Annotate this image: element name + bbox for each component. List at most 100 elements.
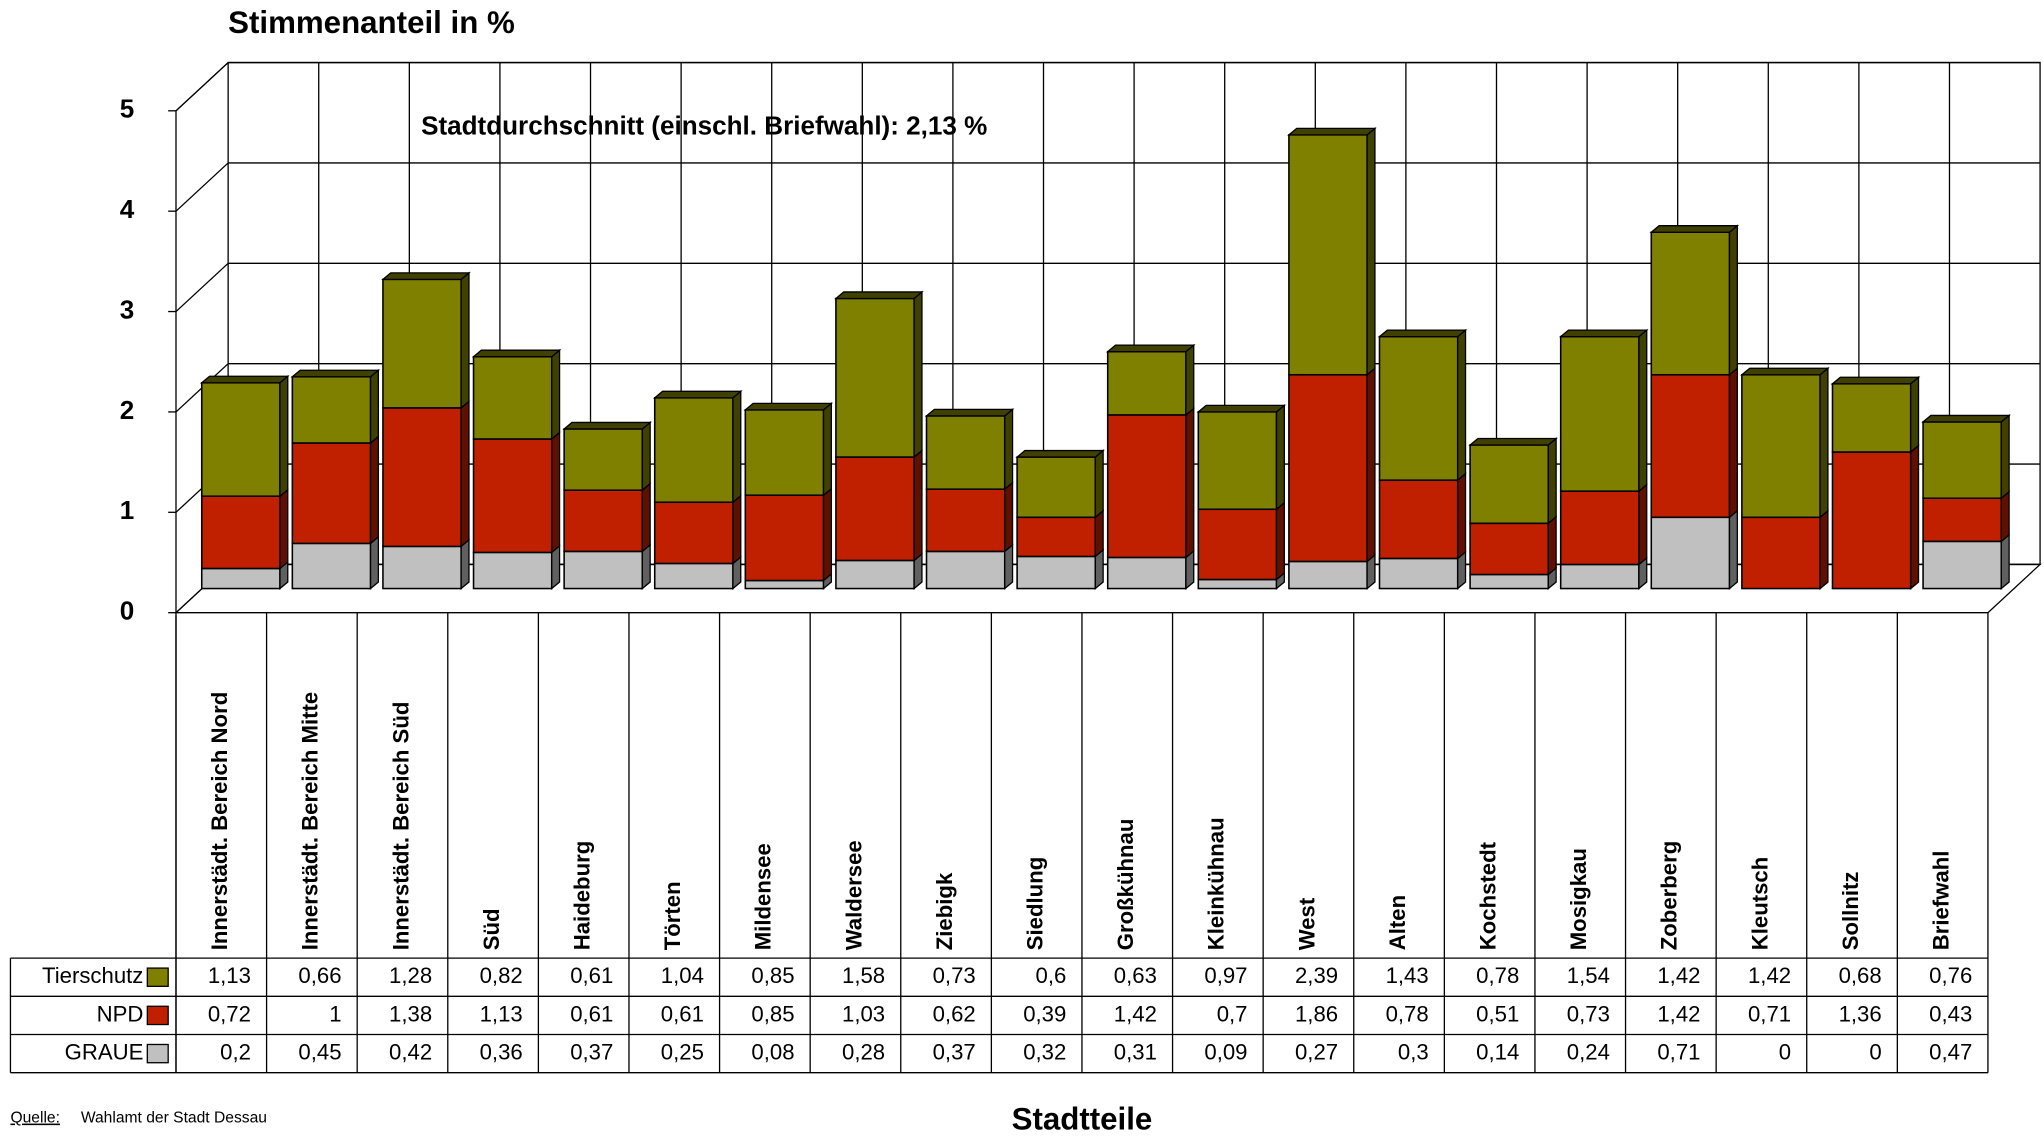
table-value: 1,38 xyxy=(389,1001,432,1026)
bar-segment xyxy=(1288,134,1368,376)
bar-top xyxy=(652,390,743,399)
category-label: Mildensee xyxy=(751,843,776,950)
bar-segment xyxy=(382,407,462,548)
bar-side xyxy=(1728,366,1738,519)
bar-segment xyxy=(1378,335,1459,481)
category-label: Törten xyxy=(660,881,685,950)
bar-side xyxy=(1185,406,1195,559)
table-value: 0,43 xyxy=(1929,1001,1972,1026)
table-value: 0,85 xyxy=(751,963,794,988)
bar-side xyxy=(641,543,651,590)
bar-segment xyxy=(472,551,553,590)
table-value: 1 xyxy=(329,1001,341,1026)
bar-side xyxy=(369,368,380,445)
bar-side xyxy=(2000,533,2010,590)
table-value: 1,86 xyxy=(1295,1001,1338,1026)
bar-segment xyxy=(472,355,553,440)
bar-segment xyxy=(563,489,644,553)
bar-side xyxy=(369,535,380,590)
bar-side xyxy=(1185,343,1195,417)
bar-top xyxy=(562,421,652,430)
bar-top xyxy=(1740,367,1830,376)
bar-segment xyxy=(1650,516,1731,590)
bar-side xyxy=(279,374,289,498)
bar-segment xyxy=(382,545,462,590)
category-label: Siedlung xyxy=(1023,857,1048,951)
bar-side xyxy=(369,435,380,545)
category-label: Briefwahl xyxy=(1928,851,1953,951)
category-label: Waldersee xyxy=(841,840,866,950)
bar-segment xyxy=(1922,540,2003,590)
bar-segment xyxy=(925,415,1006,490)
table-value: 0,71 xyxy=(1748,1001,1791,1026)
bar-side xyxy=(1457,472,1467,560)
table-value: 0,61 xyxy=(661,1001,704,1026)
bar-segment xyxy=(1106,414,1187,559)
bar-segment xyxy=(744,579,825,590)
bar-side xyxy=(732,494,742,565)
category-label: Alten xyxy=(1385,895,1410,950)
source-label: Quelle: xyxy=(10,1110,60,1127)
bar-top xyxy=(924,408,1015,417)
annotation: Stadtdurchschnitt (einschl. Briefwahl): … xyxy=(421,111,987,141)
table-value: 0,27 xyxy=(1295,1039,1338,1064)
bar-segment xyxy=(1469,573,1550,590)
bar-top xyxy=(199,375,290,384)
bar-top xyxy=(743,402,834,411)
table-value: 0,73 xyxy=(933,963,976,988)
bar-segment xyxy=(1559,335,1640,492)
category-label: Zoberberg xyxy=(1657,841,1682,951)
bar-segment xyxy=(1559,563,1640,590)
bar-segment xyxy=(1197,508,1278,581)
table-value: 1,42 xyxy=(1114,1001,1157,1026)
table-value: 0,63 xyxy=(1114,963,1157,988)
bar-side xyxy=(732,389,742,504)
y-tick-label: 1 xyxy=(120,495,135,525)
bar-top xyxy=(1377,329,1468,338)
bar-segment xyxy=(1378,557,1459,590)
category-label: West xyxy=(1294,897,1319,950)
category-label: Innerstädt. Bereich Süd xyxy=(388,702,413,951)
bar-segment xyxy=(1197,578,1278,590)
bar-segment xyxy=(1197,411,1278,511)
table-value: 0,28 xyxy=(842,1039,885,1064)
table-value: 0,3 xyxy=(1398,1039,1429,1064)
bar-side xyxy=(2000,490,2010,543)
legend-swatch xyxy=(146,1005,169,1026)
bar-top xyxy=(1830,376,1921,385)
bar-segment xyxy=(291,442,372,545)
bar-segment xyxy=(1741,373,1821,519)
bar-side xyxy=(279,488,289,570)
table-value: 0,32 xyxy=(1023,1039,1066,1064)
bar-top xyxy=(1558,329,1649,338)
bar-side xyxy=(551,431,561,554)
bar-top xyxy=(290,369,381,378)
bar-segment xyxy=(1378,479,1459,560)
bar-side xyxy=(1004,481,1014,553)
bar-segment xyxy=(472,438,553,554)
bar-segment xyxy=(925,488,1006,553)
bar-segment xyxy=(1016,516,1097,558)
table-value: 0 xyxy=(1869,1039,1881,1064)
table-value: 0,78 xyxy=(1386,1001,1429,1026)
bar-side xyxy=(641,482,651,553)
legend-label: NPD xyxy=(97,1001,144,1026)
table-value: 1,42 xyxy=(1657,963,1700,988)
bar-top xyxy=(1649,225,1740,233)
bar-side xyxy=(1910,444,1920,590)
table-value: 1,04 xyxy=(661,963,704,988)
bar-segment xyxy=(835,297,915,458)
table-value: 0,6 xyxy=(1036,963,1067,988)
table-value: 0,39 xyxy=(1023,1001,1066,1026)
bar-side xyxy=(1910,375,1920,454)
bar-segment xyxy=(653,562,734,590)
bar-segment xyxy=(1650,231,1731,376)
bar-segment xyxy=(200,567,281,590)
table-value: 1,42 xyxy=(1657,1001,1700,1026)
chart-title: Stimmenanteil in % xyxy=(228,5,515,40)
bar-side xyxy=(822,401,833,497)
bar-side xyxy=(460,271,470,410)
table-value: 0,68 xyxy=(1839,963,1882,988)
bar-top xyxy=(834,291,924,300)
category-label: Mosigkau xyxy=(1566,848,1591,950)
